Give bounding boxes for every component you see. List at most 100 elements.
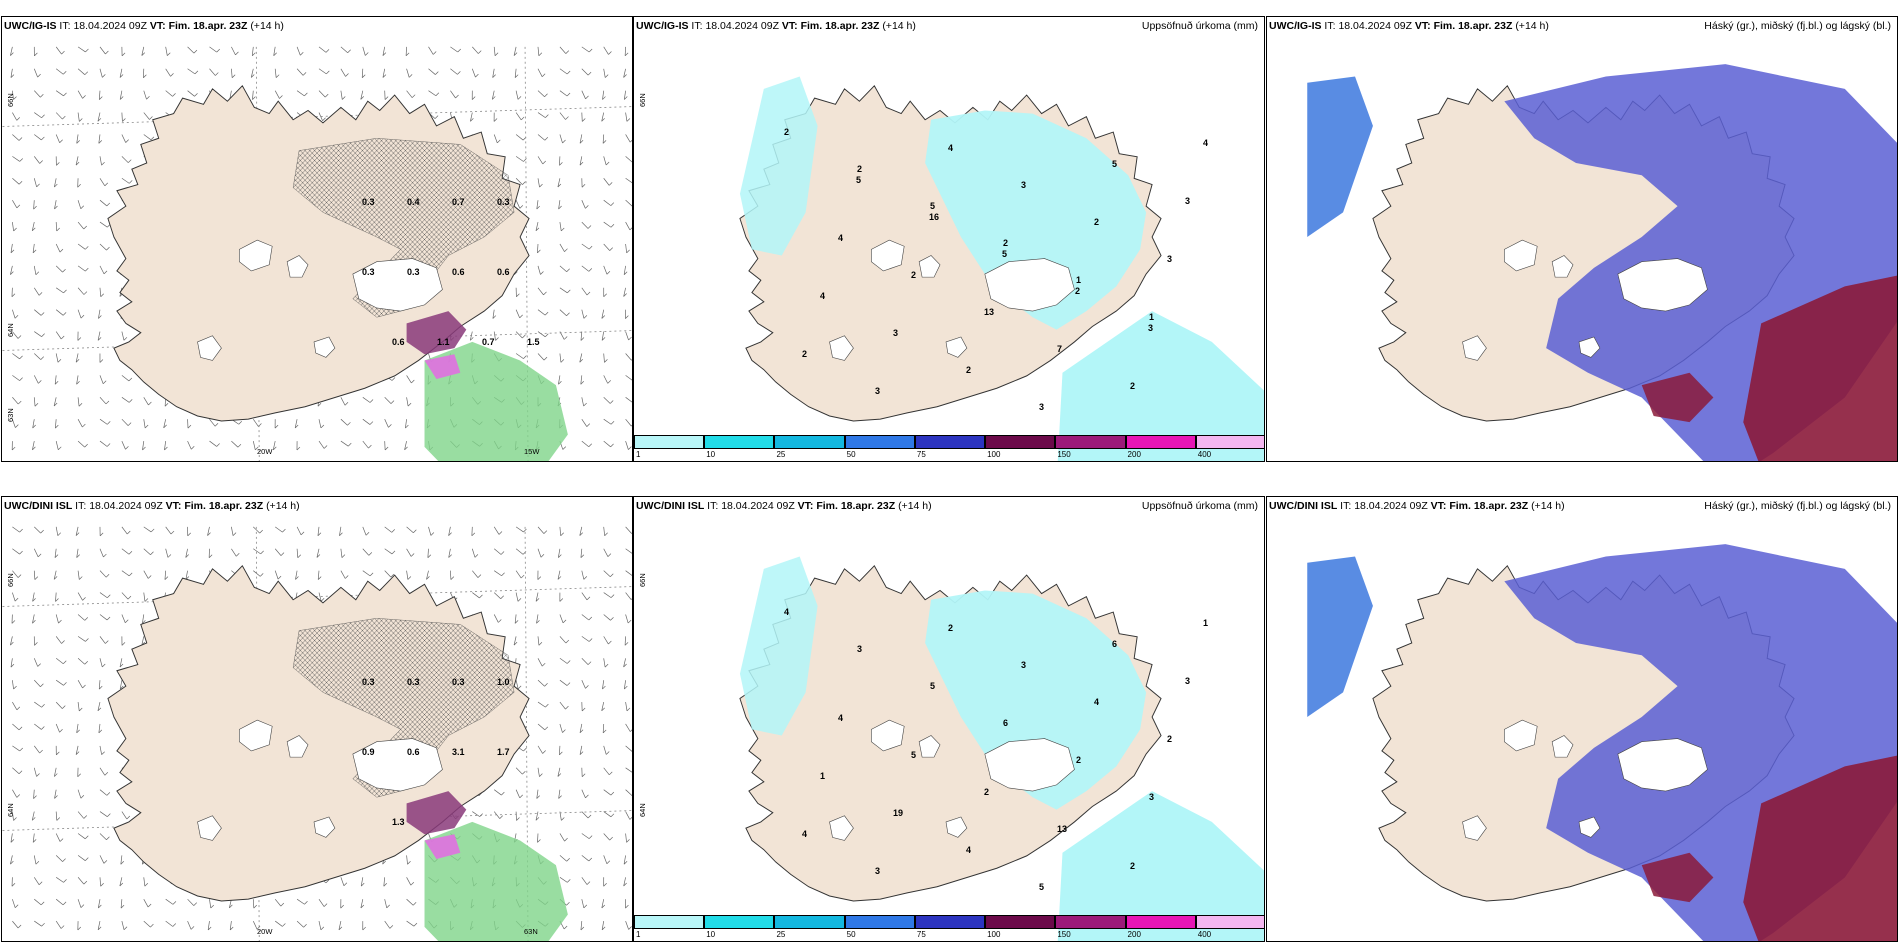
value-label: 0.6 (392, 337, 405, 347)
value-label: 4 (820, 291, 826, 301)
panel-right-title: Háský (gr.), miðský (fj.bl.) og lágský (… (1704, 500, 1891, 512)
colorbar-tick: 75 (916, 450, 926, 459)
colorbar-swatch (634, 435, 705, 449)
cloud-high (1307, 76, 1373, 238)
panel-right-title: Háský (gr.), miðský (fj.bl.) og lágský (… (1704, 20, 1891, 32)
precip-west (739, 76, 818, 256)
colorbar-swatch (774, 915, 845, 929)
vt-label: VT: (797, 500, 814, 512)
model-label: UWC/IG-IS (636, 20, 689, 32)
value-label: 1 (1149, 312, 1155, 322)
it-value: 18.04.2024 09Z (705, 20, 779, 32)
colorbar-tick: 100 (987, 450, 1001, 459)
value-label: 1.3 (392, 817, 405, 827)
vt-value: Fim. 18.apr. 23Z (184, 500, 264, 512)
it-label: IT: (59, 20, 71, 32)
value-label: 1 (1203, 618, 1209, 628)
value-label: 5 (856, 175, 862, 185)
value-label: 4 (1094, 697, 1100, 707)
colorbar-tick: 200 (1127, 450, 1141, 459)
value-label: 2 (802, 349, 808, 359)
map-panel-dini-precip: UWC/DINI ISL IT: 18.04.2024 09Z VT: Fim.… (633, 496, 1265, 942)
vt-label: VT: (1430, 500, 1447, 512)
value-label: 0.3 (362, 197, 375, 207)
value-label: 0.3 (407, 267, 420, 277)
value-label: 0.6 (452, 267, 465, 277)
grid-label: 64N (638, 803, 647, 817)
it-value: 18.04.2024 09Z (89, 500, 163, 512)
precip-green (424, 821, 568, 941)
precip-green (424, 341, 568, 461)
colorbar-swatch (1055, 915, 1126, 929)
panel-header: UWC/IG-IS IT: 18.04.2024 09Z VT: Fim. 18… (634, 17, 1264, 35)
value-label: 1 (1076, 275, 1082, 285)
value-label: 4 (1203, 138, 1209, 148)
value-label: 1 (820, 771, 826, 781)
cloud-low (1743, 275, 1897, 461)
colorbar-swatch (1195, 915, 1264, 929)
value-label: 5 (930, 201, 936, 211)
value-label: 2 (966, 365, 972, 375)
value-label: 2 (1130, 381, 1136, 391)
panel-header: UWC/IG-IS IT: 18.04.2024 09Z VT: Fim. 18… (1267, 17, 1897, 35)
value-label: 0.3 (362, 267, 375, 277)
grid-label: 20W (257, 447, 273, 456)
cloud-low-south (1641, 852, 1714, 903)
colorbar-tick: 1 (636, 450, 641, 459)
value-label: 0.3 (362, 677, 375, 687)
cloud-low-south (1641, 372, 1714, 423)
map-canvas (2, 526, 632, 941)
map-canvas (739, 76, 1264, 461)
value-label: 3 (1148, 323, 1154, 333)
it-value: 18.04.2024 09Z (1338, 20, 1412, 32)
vt-value: Fim. 18.apr. 23Z (168, 20, 248, 32)
precip-pink (424, 354, 461, 379)
value-label: 1.5 (527, 337, 540, 347)
grid-label: 63N (524, 927, 538, 936)
vt-label: VT: (1414, 20, 1431, 32)
value-label: 1.7 (497, 747, 510, 757)
value-label: 0.3 (407, 677, 420, 687)
grid-label: 64N (6, 323, 15, 337)
map-panel-ig-wind: UWC/IG-IS IT: 18.04.2024 09Z VT: Fim. 18… (1, 16, 633, 462)
value-label: 16 (929, 212, 940, 222)
colorbar-swatch (774, 435, 845, 449)
model-label: UWC/DINI ISL (636, 500, 705, 512)
colorbar-tick: 25 (776, 450, 786, 459)
value-label: 0.7 (482, 337, 495, 347)
colorbar-tick: 1 (636, 930, 641, 939)
value-label: 5 (1002, 249, 1008, 259)
map-panel-ig-precip: UWC/IG-IS IT: 18.04.2024 09Z VT: Fim. 18… (633, 16, 1265, 462)
map-canvas (1307, 64, 1897, 461)
value-label: 2 (1076, 755, 1082, 765)
colorbar-swatch (914, 435, 986, 449)
panel-header: UWC/DINI ISL IT: 18.04.2024 09Z VT: Fim.… (1267, 497, 1897, 515)
iceland-map (739, 76, 1264, 461)
model-label: UWC/IG-IS (1269, 20, 1322, 32)
value-label: 2 (784, 127, 790, 137)
colorbar-swatch (914, 915, 986, 929)
value-label: 6 (1112, 639, 1118, 649)
value-label: 2 (857, 164, 863, 174)
colorbar-tick: 200 (1127, 930, 1141, 939)
value-label: 4 (966, 845, 972, 855)
map-canvas (1307, 544, 1897, 941)
colorbar-swatch (704, 915, 775, 929)
colorbar-tick: 400 (1197, 930, 1212, 939)
precip-west (739, 556, 818, 736)
precip-sea (1057, 311, 1264, 461)
model-label: UWC/DINI ISL (1269, 500, 1338, 512)
map-canvas (2, 46, 632, 461)
grid-label: 66N (638, 93, 647, 107)
precip-sea (1057, 791, 1264, 941)
value-label: 2 (1094, 217, 1100, 227)
panel-header: UWC/DINI ISL IT: 18.04.2024 09Z VT: Fim.… (634, 497, 1264, 515)
value-label: 0.4 (407, 197, 420, 207)
panel-header: UWC/DINI ISL IT: 18.04.2024 09Z VT: Fim.… (2, 497, 632, 515)
lead-time: (+14 h) (1531, 500, 1565, 512)
value-label: 3.1 (452, 747, 465, 757)
lead-time: (+14 h) (882, 20, 916, 32)
it-value: 18.04.2024 09Z (73, 20, 147, 32)
vt-value: Fim. 18.apr. 23Z (1433, 20, 1513, 32)
precip-area (925, 590, 1147, 810)
